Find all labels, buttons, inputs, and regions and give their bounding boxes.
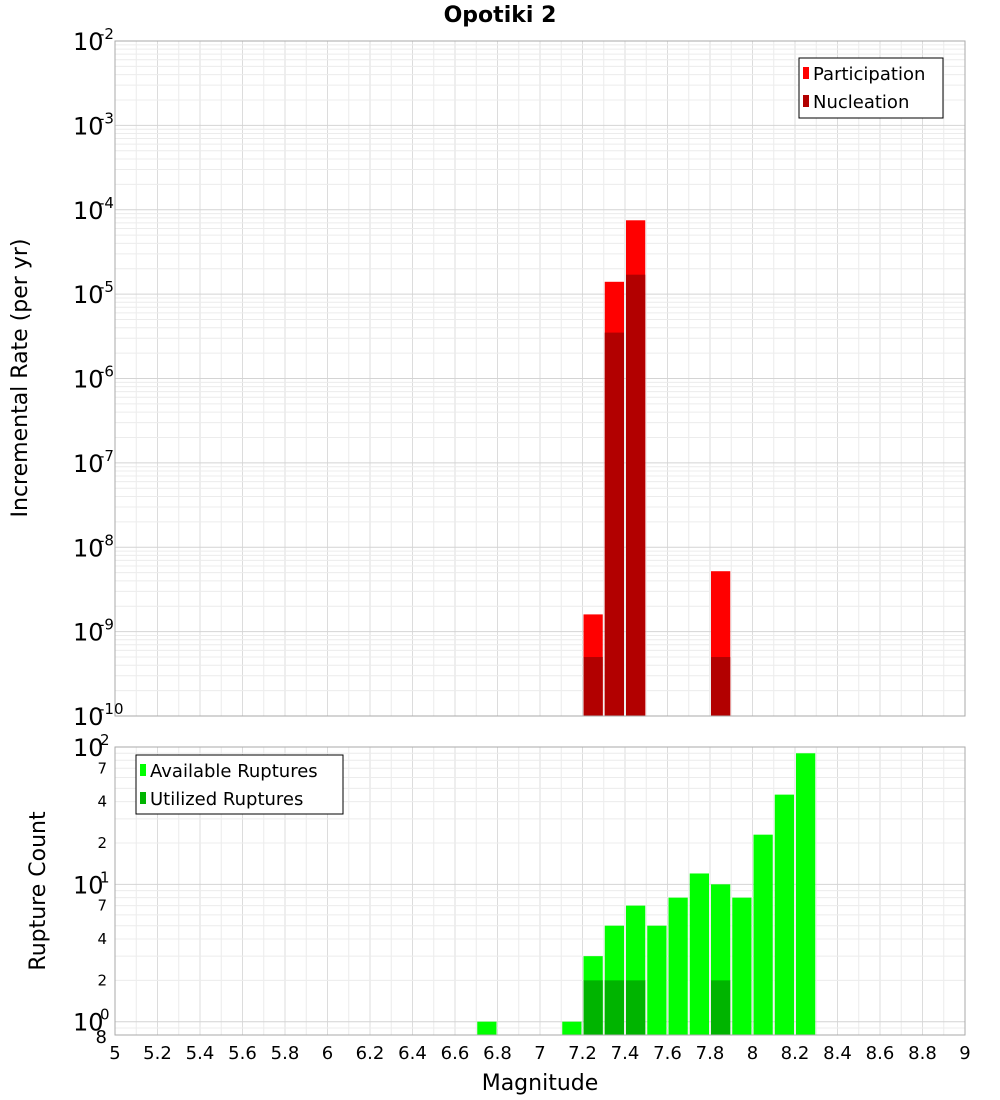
y-minor-tick-label: 8: [96, 1027, 107, 1048]
x-tick-label: 7.4: [611, 1043, 640, 1064]
y-tick-label: 10: [73, 450, 104, 478]
x-tick-label: 6.2: [356, 1043, 385, 1064]
bar-nucleation: [711, 657, 731, 716]
bottom-plot-frame: [114, 746, 966, 1036]
bar-utilized-ruptures: [711, 980, 731, 1035]
legend-label-participation: Participation: [813, 64, 925, 85]
y-tick-label: 10: [73, 534, 104, 562]
bar-utilized-ruptures: [626, 980, 646, 1035]
bottom-y-axis-label: Rupture Count: [26, 811, 51, 971]
bar-available-ruptures: [562, 1021, 582, 1035]
top-legend: Participation Nucleation: [798, 57, 944, 119]
legend-label-available: Available Ruptures: [150, 761, 318, 782]
y-tick-exponent: -3: [99, 109, 114, 127]
x-tick-label: 9: [959, 1043, 970, 1064]
bar-available-ruptures: [774, 794, 794, 1035]
y-tick-exponent: -5: [99, 278, 114, 296]
legend-label-nucleation: Nucleation: [813, 92, 909, 113]
x-axis-label: Magnitude: [482, 1071, 599, 1096]
y-tick-exponent: -10: [99, 700, 124, 718]
legend-swatch-nucleation: [803, 95, 809, 107]
top-grid: [114, 40, 966, 717]
y-tick-exponent: -9: [99, 616, 114, 634]
y-tick-label: 10: [73, 366, 104, 394]
x-tick-label: 5.2: [143, 1043, 172, 1064]
top-plot-frame: [114, 40, 966, 717]
y-minor-tick-label: 4: [97, 793, 107, 811]
x-tick-label: 8.4: [823, 1043, 852, 1064]
y-tick-exponent: -6: [99, 363, 114, 381]
x-tick-label: 7.8: [696, 1043, 725, 1064]
x-tick-label: 7.2: [568, 1043, 597, 1064]
bar-utilized-ruptures: [604, 980, 624, 1035]
y-minor-tick-label: 2: [97, 834, 107, 852]
legend-swatch-participation: [803, 67, 809, 79]
bar-nucleation: [583, 657, 603, 716]
y-tick-exponent: -4: [99, 194, 114, 212]
bottom-plot-border: [114, 746, 966, 1036]
bottom-bars: [477, 753, 816, 1035]
y-tick-exponent: 2: [100, 731, 110, 749]
y-tick-label: 10: [73, 1009, 104, 1037]
y-tick-exponent: 0: [100, 1006, 110, 1024]
x-tick-labels: 5 5.2 5.4 5.6 5.8 6 6.2 6.4 6.6 6.8 7 7.2 7.4 7.6 7.8 8…: [109, 1043, 970, 1064]
y-tick-label: 10: [73, 197, 104, 225]
y-tick-label: 10: [73, 703, 104, 731]
x-tick-label: 8.8: [908, 1043, 937, 1064]
bar-available-ruptures: [689, 873, 709, 1035]
y-minor-tick-label: 4: [97, 930, 107, 948]
chart-title: Opotiki 2: [444, 3, 557, 28]
x-tick-label: 8.6: [866, 1043, 895, 1064]
x-tick-label: 7.6: [653, 1043, 682, 1064]
bar-available-ruptures: [647, 925, 667, 1035]
y-tick-label: 10: [73, 28, 104, 56]
x-tick-label: 6.6: [441, 1043, 470, 1064]
x-tick-label: 6: [322, 1043, 333, 1064]
legend-swatch-available: [140, 764, 146, 776]
x-tick-label: 6.4: [398, 1043, 427, 1064]
y-tick-label: 10: [73, 619, 104, 647]
bar-utilized-ruptures: [583, 980, 603, 1035]
x-tick-label: 7: [534, 1043, 545, 1064]
y-tick-label: 10: [73, 281, 104, 309]
x-tick-label: 5.4: [186, 1043, 215, 1064]
bar-available-ruptures: [753, 834, 773, 1035]
y-tick-exponent: 1: [100, 868, 110, 886]
x-tick-label: 6.8: [483, 1043, 512, 1064]
y-tick-exponent: -8: [99, 531, 114, 549]
legend-swatch-utilized: [140, 792, 146, 804]
y-tick-label: 10: [73, 734, 104, 762]
bar-available-ruptures: [477, 1021, 497, 1035]
legend-label-utilized: Utilized Ruptures: [150, 789, 303, 810]
y-tick-label: 10: [73, 112, 104, 140]
x-tick-label: 5.8: [271, 1043, 300, 1064]
top-y-axis-label: Incremental Rate (per yr): [8, 239, 33, 518]
top-plot-border: [114, 40, 966, 717]
bar-nucleation: [604, 332, 624, 716]
y-tick-exponent: -2: [99, 25, 114, 43]
x-tick-label: 5.6: [228, 1043, 257, 1064]
x-tick-label: 5: [109, 1043, 120, 1064]
bottom-legend: Available Ruptures Utilized Ruptures: [135, 754, 344, 815]
y-tick-exponent: -7: [99, 447, 114, 465]
bar-available-ruptures: [732, 897, 752, 1035]
bar-nucleation: [626, 274, 646, 716]
y-minor-tick-label: 7: [97, 897, 107, 915]
y-minor-tick-label: 7: [97, 759, 107, 777]
x-tick-label: 8: [747, 1043, 758, 1064]
top-bars: [583, 220, 731, 717]
y-minor-tick-label: 2: [97, 971, 107, 989]
x-tick-label: 8.2: [781, 1043, 810, 1064]
y-tick-label: 10: [73, 871, 104, 899]
bar-available-ruptures: [796, 753, 816, 1035]
bar-available-ruptures: [668, 897, 688, 1035]
